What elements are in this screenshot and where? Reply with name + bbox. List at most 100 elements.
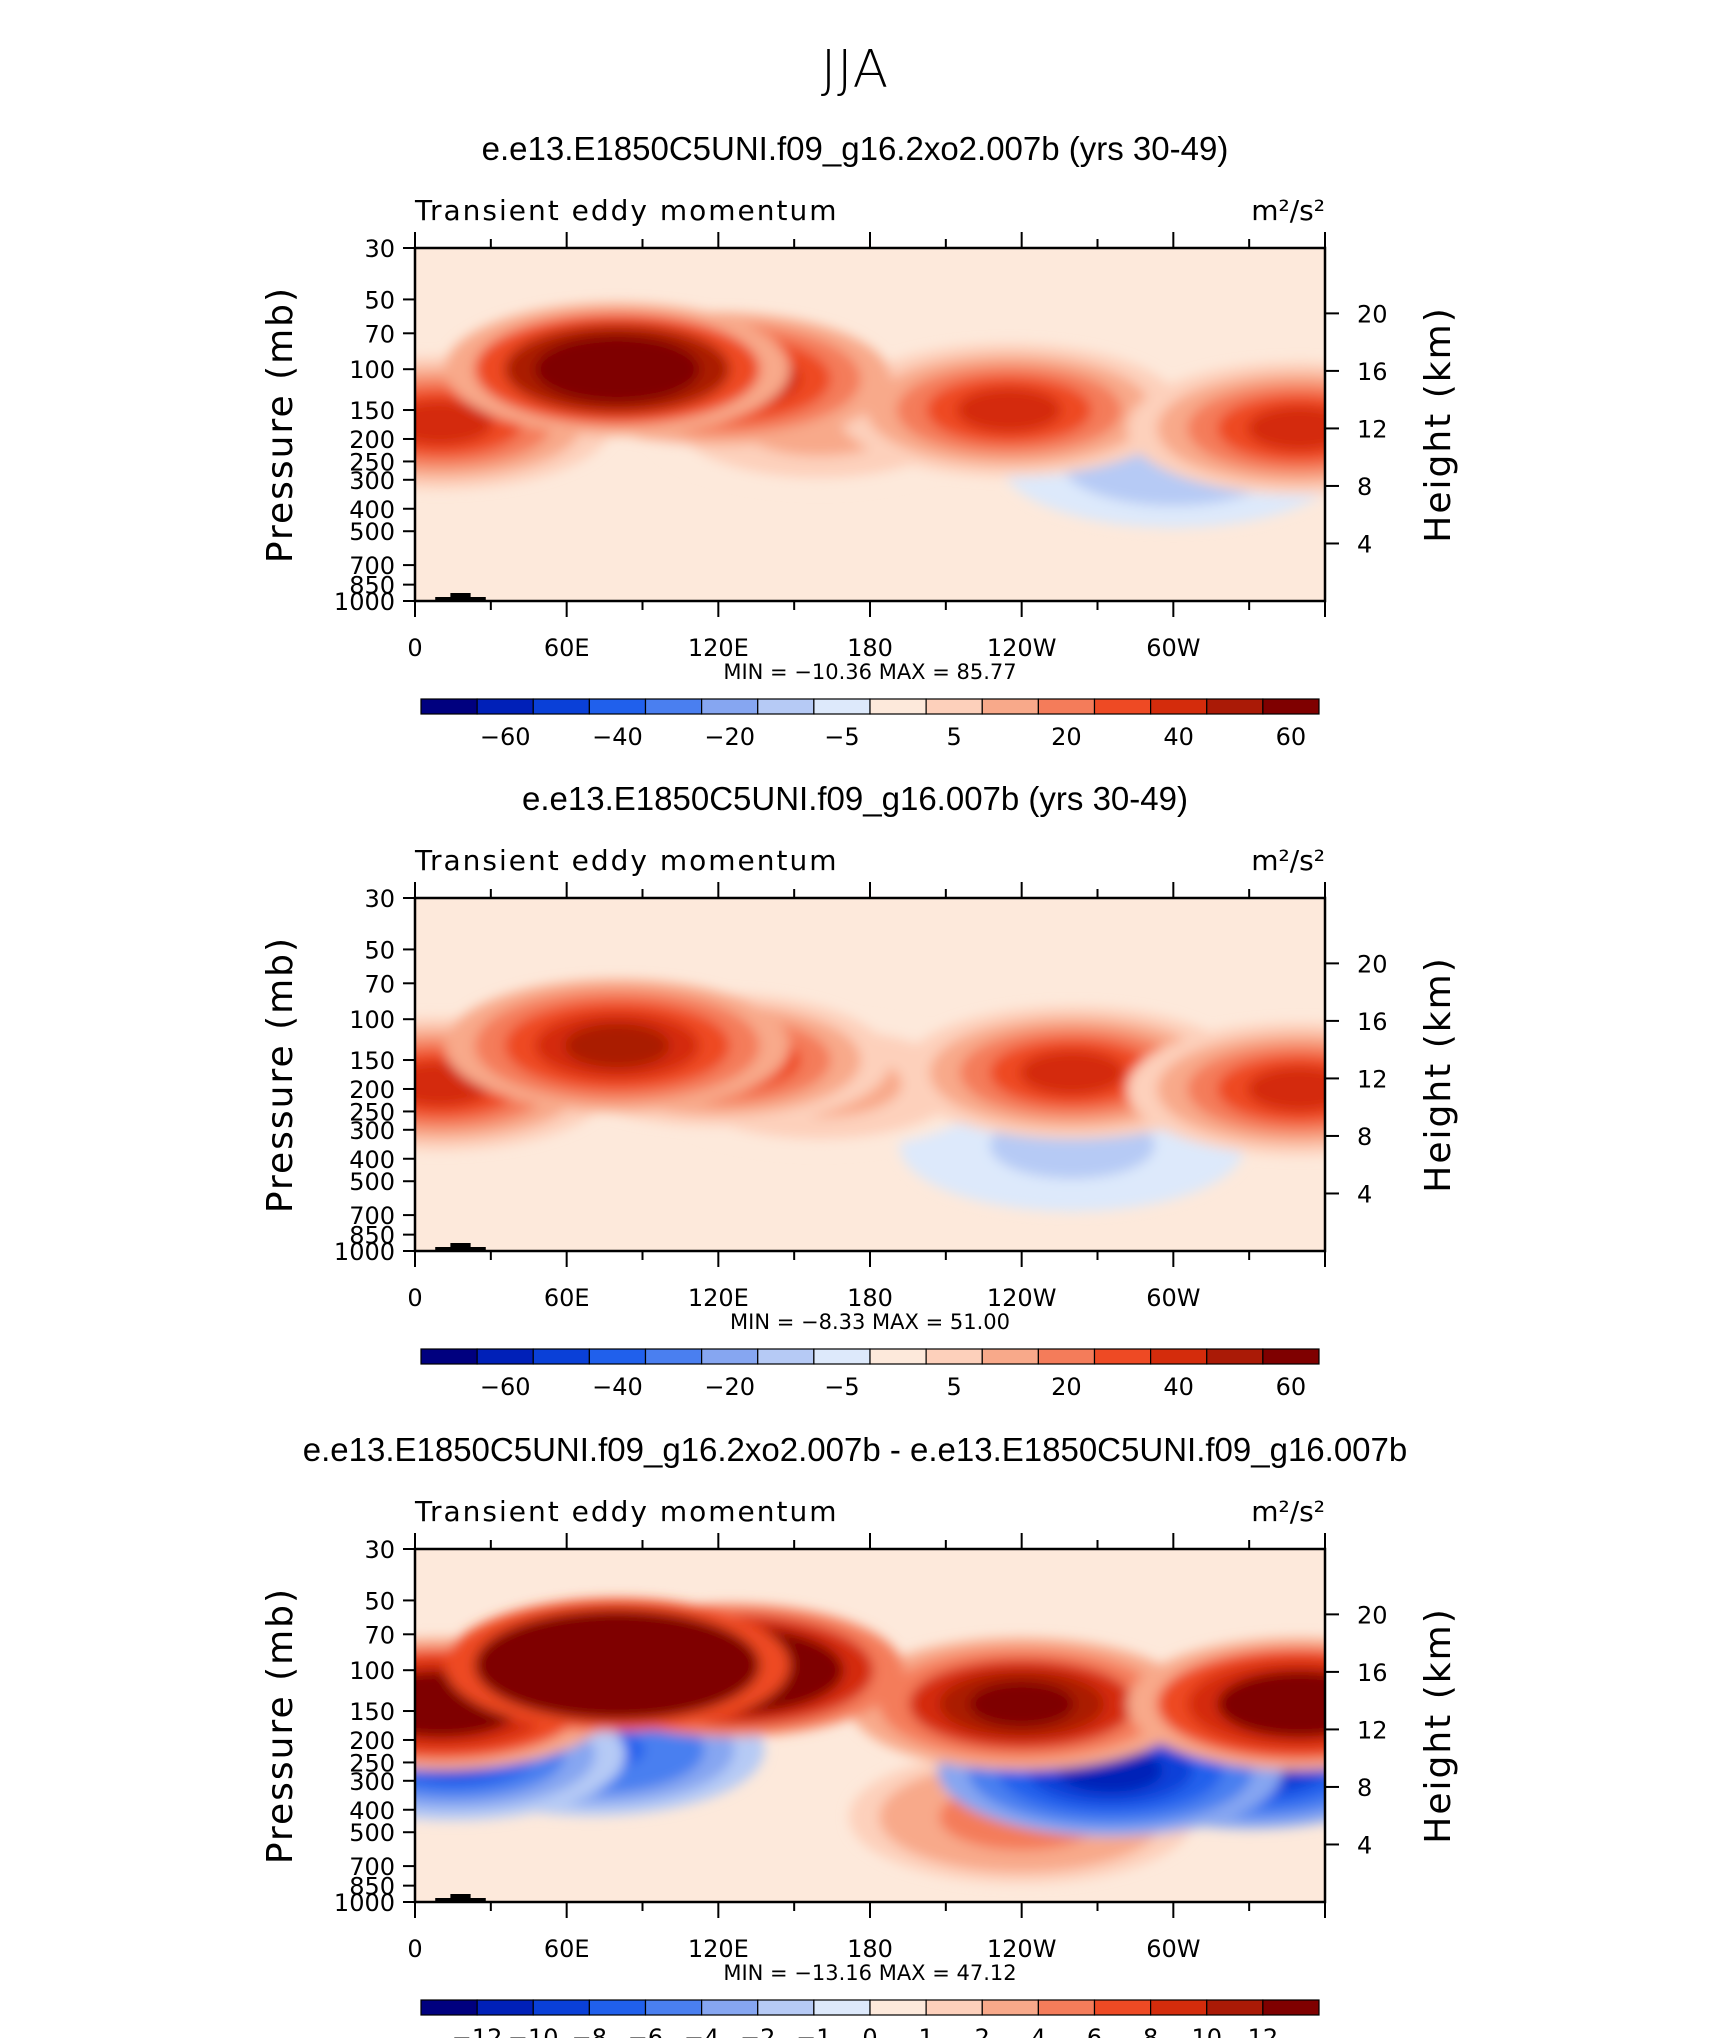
y-axis-title: Pressure (mb) bbox=[260, 936, 301, 1213]
colorbar-label: −6 bbox=[628, 2024, 663, 2038]
colorbar-box bbox=[869, 698, 927, 715]
colorbar-label: −4 bbox=[684, 2024, 719, 2038]
lon-tick-label: 60W bbox=[1146, 1935, 1200, 1963]
pressure-tick-label: 250 bbox=[349, 1749, 395, 1777]
height-tick-label: 20 bbox=[1357, 950, 1388, 978]
colorbar-label: 8 bbox=[1143, 2024, 1158, 2038]
contour-blobs bbox=[415, 302, 1325, 528]
lon-tick-label: 120W bbox=[987, 1935, 1057, 1963]
pressure-tick-label: 150 bbox=[349, 1698, 395, 1726]
topography bbox=[435, 1894, 486, 1902]
colorbar-box bbox=[420, 1999, 478, 2016]
colorbar-box bbox=[420, 1348, 478, 1365]
colorbar-box bbox=[1037, 1999, 1096, 2016]
y2-axis-title: Height (km) bbox=[1418, 956, 1459, 1192]
topography bbox=[435, 593, 486, 601]
colorbar-label: −20 bbox=[704, 723, 755, 751]
panel-2-case-title: e.e13.E1850C5UNI.f09_g16.007b (yrs 30-49… bbox=[522, 780, 1188, 817]
pressure-tick-label: 700 bbox=[349, 1202, 395, 1230]
pressure-tick-label: 250 bbox=[349, 1098, 395, 1126]
pressure-tick-label: 250 bbox=[349, 448, 395, 476]
contour-feature-6 bbox=[1247, 1066, 1325, 1112]
pressure-tick-label: 200 bbox=[349, 1727, 395, 1755]
contour-feature-7 bbox=[564, 1023, 670, 1068]
contour-feature-4 bbox=[415, 400, 493, 445]
pressure-tick-label: 850 bbox=[349, 1873, 395, 1901]
pressure-tick-label: 200 bbox=[349, 1076, 395, 1104]
colorbar-box bbox=[588, 1999, 647, 2016]
height-tick-label: 4 bbox=[1357, 530, 1372, 558]
pressure-tick-label: 400 bbox=[349, 496, 395, 524]
colorbar-label: −60 bbox=[480, 723, 531, 751]
pressure-tick-label: 30 bbox=[364, 1536, 395, 1564]
pressure-tick-label: 70 bbox=[364, 320, 395, 348]
colorbar-box bbox=[588, 698, 647, 715]
colorbar-box bbox=[644, 698, 703, 715]
colorbar-box bbox=[925, 698, 983, 715]
height-tick-label: 8 bbox=[1357, 1123, 1372, 1151]
lon-tick-label: 0 bbox=[407, 1935, 422, 1963]
lon-tick-label: 60E bbox=[544, 1935, 590, 1963]
panel-3-case-title: e.e13.E1850C5UNI.f09_g16.2xo2.007b - e.e… bbox=[302, 1431, 1408, 1468]
panel-1-case-title: e.e13.E1850C5UNI.f09_g16.2xo2.007b (yrs … bbox=[481, 130, 1229, 167]
pressure-tick-label: 200 bbox=[349, 426, 395, 454]
colorbar-label: 6 bbox=[1087, 2024, 1102, 2038]
pressure-tick-label: 70 bbox=[364, 970, 395, 998]
pressure-tick-label: 300 bbox=[349, 1768, 395, 1796]
colorbar-box bbox=[813, 698, 871, 715]
pressure-tick-label: 500 bbox=[349, 1168, 395, 1196]
contour-blobs bbox=[415, 979, 1325, 1212]
colorbar-box bbox=[532, 1348, 590, 1365]
y-axis-title: Pressure (mb) bbox=[260, 1587, 301, 1864]
height-tick-label: 20 bbox=[1357, 300, 1388, 328]
colorbar-box bbox=[813, 1348, 871, 1365]
colorbar: −60 −40 −20 −5 5 20 40 60 bbox=[420, 698, 1320, 751]
panels: 3050701001502002503004005007008501000201… bbox=[260, 194, 1459, 2038]
contour-feature-10 bbox=[564, 1642, 670, 1688]
colorbar-box bbox=[701, 1999, 759, 2016]
contour-feature-5 bbox=[1019, 1050, 1125, 1095]
figure-title: JJA bbox=[820, 40, 890, 100]
pressure-tick-label: 300 bbox=[349, 467, 395, 495]
lon-tick-label: 60W bbox=[1146, 634, 1200, 662]
lon-tick-label: 120E bbox=[688, 634, 749, 662]
contour-field bbox=[415, 302, 1325, 601]
pressure-tick-label: 1000 bbox=[334, 1889, 395, 1917]
lon-tick-label: 180 bbox=[847, 634, 893, 662]
colorbar-label: 20 bbox=[1051, 723, 1082, 751]
pressure-tick-label: 850 bbox=[349, 572, 395, 600]
left-string: Transient eddy momentum bbox=[414, 1495, 839, 1528]
colorbar-box bbox=[701, 1348, 759, 1365]
lon-tick-label: 120W bbox=[987, 1284, 1057, 1312]
colorbar-box bbox=[925, 1348, 983, 1365]
colorbar-box bbox=[981, 698, 1039, 715]
colorbar-box bbox=[757, 698, 815, 715]
colorbar-label: 5 bbox=[947, 723, 962, 751]
height-tick-label: 16 bbox=[1357, 1659, 1388, 1687]
unit-string: m²/s² bbox=[1251, 194, 1325, 227]
colorbar-box bbox=[1093, 1348, 1152, 1365]
height-tick-label: 4 bbox=[1357, 1180, 1372, 1208]
height-tick-label: 20 bbox=[1357, 1601, 1388, 1629]
height-tick-label: 12 bbox=[1357, 1716, 1388, 1744]
pressure-tick-label: 70 bbox=[364, 1621, 395, 1649]
pressure-tick-label: 30 bbox=[364, 235, 395, 263]
colorbar-box bbox=[476, 1999, 534, 2016]
lon-tick-label: 60E bbox=[544, 1284, 590, 1312]
pressure-tick-label: 100 bbox=[349, 1657, 395, 1685]
colorbar-box bbox=[1206, 1999, 1264, 2016]
pressure-tick-label: 150 bbox=[349, 397, 395, 425]
colorbar-box bbox=[532, 1999, 590, 2016]
colorbar-box bbox=[757, 1348, 815, 1365]
colorbar-box bbox=[1150, 1348, 1208, 1365]
contour-feature-5 bbox=[1247, 406, 1325, 451]
height-tick-label: 4 bbox=[1357, 1831, 1372, 1859]
colorbar-label: 12 bbox=[1248, 2024, 1279, 2038]
colorbar-box bbox=[476, 698, 534, 715]
colorbar-label: −1 bbox=[796, 2024, 831, 2038]
colorbar-box bbox=[644, 1999, 703, 2016]
colorbar-label: 2 bbox=[975, 2024, 990, 2038]
colorbar-box bbox=[1093, 1999, 1152, 2016]
min-max-label: MIN = −8.33 MAX = 51.00 bbox=[730, 1310, 1010, 1334]
